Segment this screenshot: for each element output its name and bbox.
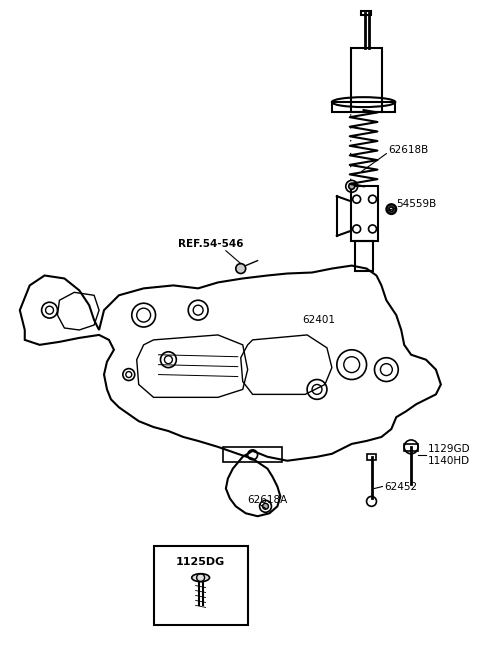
Circle shape xyxy=(389,207,393,211)
Bar xyxy=(367,454,376,460)
Text: 1140HD: 1140HD xyxy=(428,456,470,466)
Bar xyxy=(360,11,371,15)
Circle shape xyxy=(349,183,355,189)
Circle shape xyxy=(263,503,268,510)
Bar xyxy=(351,48,383,112)
Text: 1125DG: 1125DG xyxy=(176,557,225,567)
Text: 62618B: 62618B xyxy=(388,145,429,155)
Bar xyxy=(154,546,248,626)
Bar xyxy=(351,186,378,241)
Ellipse shape xyxy=(192,574,210,582)
Bar xyxy=(355,241,372,271)
Text: 54559B: 54559B xyxy=(396,199,436,209)
Text: 62452: 62452 xyxy=(384,481,418,491)
Bar xyxy=(332,102,396,112)
Circle shape xyxy=(386,204,396,214)
Text: 62618A: 62618A xyxy=(248,495,288,506)
Text: REF.54-546: REF.54-546 xyxy=(179,239,244,249)
Text: 1129GD: 1129GD xyxy=(428,444,470,454)
Text: 62401: 62401 xyxy=(302,315,335,325)
Circle shape xyxy=(236,263,246,274)
Bar xyxy=(404,444,418,451)
Bar xyxy=(223,447,282,462)
